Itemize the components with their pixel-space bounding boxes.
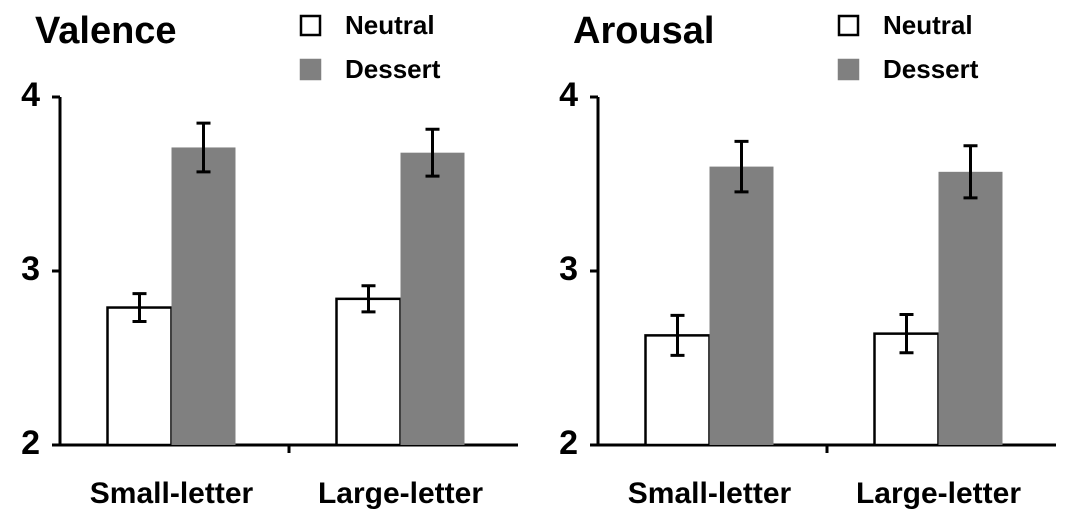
x-tick-label: Small-letter [628, 477, 792, 510]
error-bar [361, 284, 376, 314]
x-tick-label: Small-letter [90, 477, 254, 510]
chart-title: Valence [35, 10, 177, 52]
bar [335, 297, 402, 447]
chart-title: Arousal [573, 10, 714, 52]
legend-label: Neutral [883, 10, 973, 40]
legend-swatch [299, 14, 322, 37]
error-bar [899, 313, 914, 355]
error-bar [425, 127, 440, 178]
y-tick-label: 4 [559, 76, 578, 114]
error-bar [963, 144, 978, 200]
x-tick-label: Large-letter [856, 477, 1021, 510]
error-bar [132, 292, 147, 323]
y-tick-label: 3 [559, 250, 578, 288]
legend-label: Dessert [883, 54, 979, 84]
legend-swatch [837, 14, 860, 37]
bar [106, 306, 173, 447]
legend-swatch [837, 58, 860, 81]
error-bar [196, 121, 211, 174]
arousal-chart: Arousal 2 3 4 Neutral Dessert Small-letter Larg… [559, 10, 1056, 510]
y-tick-label: 2 [21, 424, 40, 462]
error-bar [734, 139, 749, 194]
bar [709, 166, 774, 445]
y-tick-label: 3 [21, 250, 40, 288]
valence-chart: Valence 2 3 4 Neutral Dessert Small-letter Larg… [21, 10, 518, 510]
legend-swatch [299, 58, 322, 81]
bar [171, 147, 236, 445]
legend-label: Neutral [345, 10, 435, 40]
y-tick-label: 2 [559, 424, 578, 462]
legend-label: Dessert [345, 54, 441, 84]
x-tick-label: Large-letter [318, 477, 483, 510]
error-bar [670, 313, 685, 357]
y-tick-label: 4 [21, 76, 40, 114]
bar [938, 171, 1003, 445]
bar [400, 152, 465, 445]
